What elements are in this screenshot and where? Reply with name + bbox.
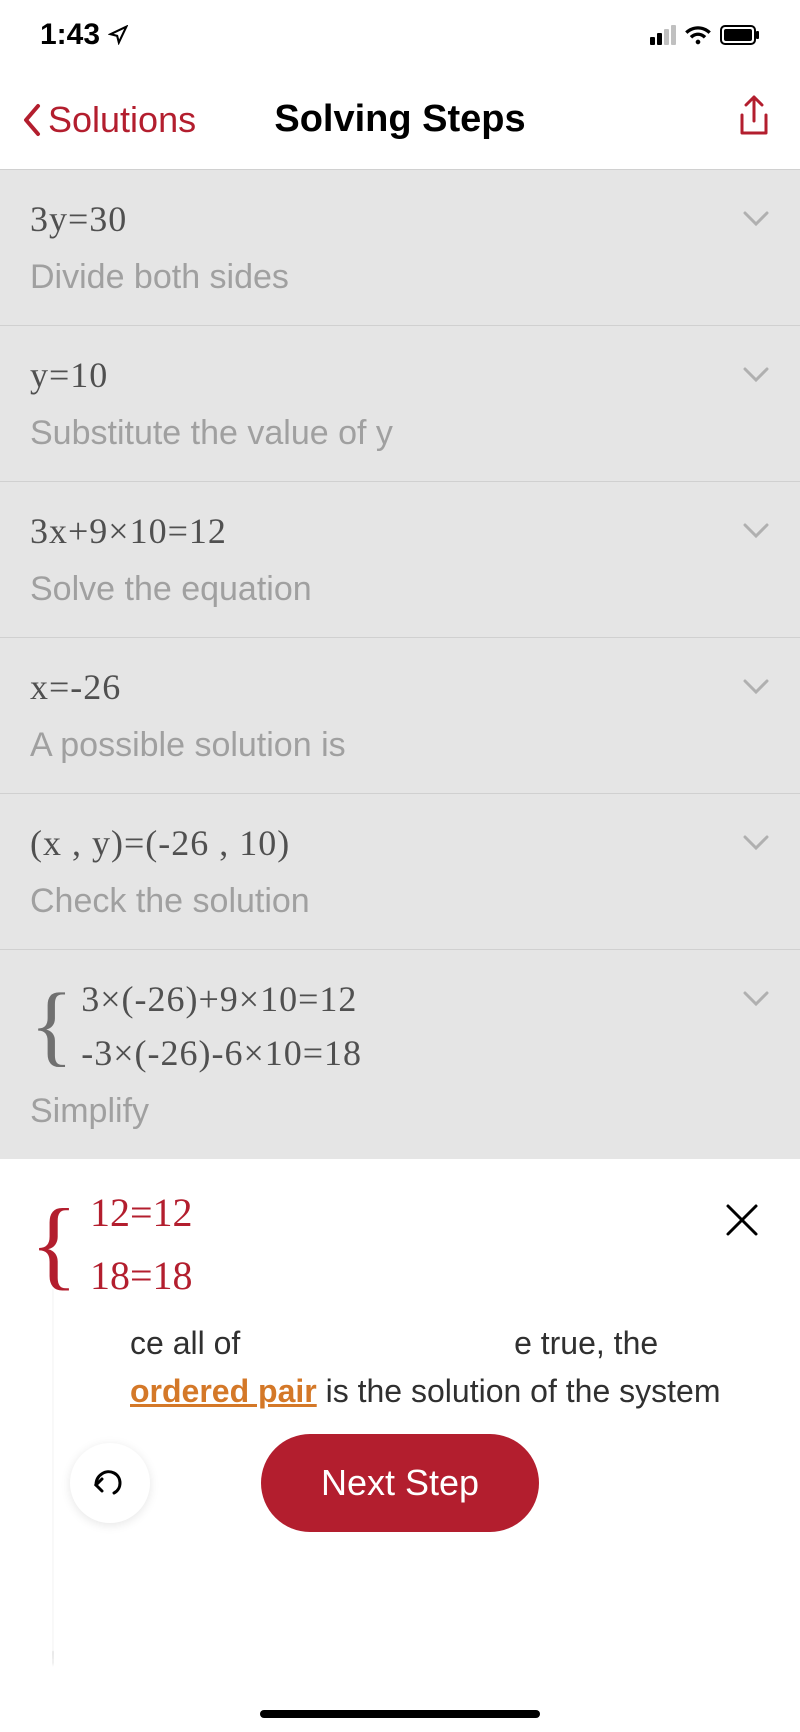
status-icons (650, 23, 760, 47)
result-system: { 12=12 18=18 (30, 1189, 770, 1299)
close-icon (724, 1202, 760, 1238)
undo-icon (92, 1465, 128, 1501)
explanation-pre: ce all of (130, 1325, 240, 1361)
step-row[interactable]: (x , y)=(-26 , 10) Check the solution (0, 794, 800, 950)
chevron-left-icon (20, 102, 44, 138)
back-button[interactable]: Solutions (20, 99, 196, 141)
chevron-down-icon (742, 522, 770, 540)
status-time: 1:43 (40, 18, 100, 52)
action-buttons: Next Step (0, 1434, 800, 1532)
step-row[interactable]: 3x+9×10=12 Solve the equation (0, 482, 800, 638)
step-row[interactable]: x=-26 A possible solution is (0, 638, 800, 794)
brace-icon: { (30, 1204, 78, 1284)
step-description: Substitute the value of y (30, 414, 770, 453)
share-button[interactable] (736, 95, 772, 144)
chevron-down-icon (742, 366, 770, 384)
chevron-down-icon (742, 990, 770, 1008)
ordered-pair-link[interactable]: ordered pair (130, 1373, 317, 1409)
location-icon (108, 25, 128, 45)
result-eq-1: 12=12 (90, 1189, 193, 1236)
result-eq-2: 18=18 (90, 1252, 193, 1299)
chevron-down-icon (742, 678, 770, 696)
step-description: A possible solution is (30, 726, 770, 765)
step-description: Divide both sides (30, 258, 770, 297)
step-description: Check the solution (30, 882, 770, 921)
chevron-down-icon (742, 210, 770, 228)
explanation-text: ce all of xxxxxxxxxxxxxxxx e true, the o… (130, 1319, 770, 1415)
step-row[interactable]: 3y=30 Divide both sides (0, 170, 800, 326)
explanation-post: is the solution of the system (317, 1373, 721, 1409)
step-description: Simplify (30, 1092, 770, 1131)
brace-icon: { (30, 990, 73, 1062)
page-title: Solving Steps (274, 98, 525, 141)
system-equation: { 3×(-26)+9×10=12 -3×(-26)-6×10=18 (30, 978, 770, 1074)
wifi-icon (684, 23, 712, 47)
step-row-system[interactable]: { 3×(-26)+9×10=12 -3×(-26)-6×10=18 Simpl… (0, 950, 800, 1159)
status-time-group: 1:43 (40, 18, 128, 52)
home-indicator[interactable] (260, 1710, 540, 1718)
step-equation: x=-26 (30, 666, 770, 708)
system-eq-1: 3×(-26)+9×10=12 (81, 978, 362, 1020)
step-equation: (x , y)=(-26 , 10) (30, 822, 770, 864)
back-label: Solutions (48, 99, 196, 141)
step-equation: 3y=30 (30, 198, 770, 240)
close-button[interactable] (724, 1199, 760, 1249)
battery-icon (720, 25, 760, 45)
step-equation: y=10 (30, 354, 770, 396)
step-equation: 3x+9×10=12 (30, 510, 770, 552)
explanation-mid: e true, the (514, 1325, 658, 1361)
status-bar: 1:43 (0, 0, 800, 70)
system-eq-2: -3×(-26)-6×10=18 (81, 1032, 362, 1074)
undo-button[interactable] (70, 1443, 150, 1523)
step-row[interactable]: y=10 Substitute the value of y (0, 326, 800, 482)
current-step-panel: { 12=12 18=18 ce all of xxxxxxxxxxxxxxxx… (0, 1159, 800, 1435)
step-description: Solve the equation (30, 570, 770, 609)
nav-header: Solutions Solving Steps (0, 70, 800, 170)
share-icon (736, 95, 772, 139)
chevron-down-icon (742, 834, 770, 852)
signal-icon (650, 25, 676, 45)
next-step-button[interactable]: Next Step (261, 1434, 539, 1532)
steps-list: 3y=30 Divide both sides y=10 Substitute … (0, 170, 800, 1159)
